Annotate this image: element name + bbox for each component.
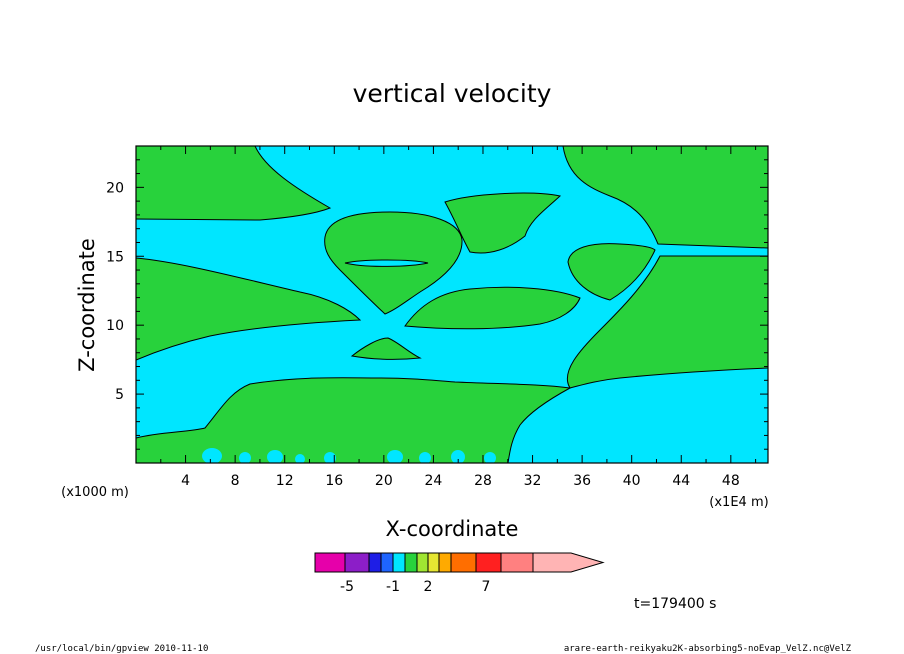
contour-lines <box>136 146 768 463</box>
colorbar-segment <box>438 552 452 573</box>
y-axis: 5 10 15 20 <box>106 159 768 450</box>
green-region-middle-right <box>567 256 768 388</box>
x-scale-note: (x1E4 m) <box>709 495 768 510</box>
time-label: t=179400 s <box>634 596 716 612</box>
colorbar-segment <box>427 552 440 573</box>
chart-title: vertical velocity <box>353 79 552 108</box>
colorbar-segment <box>416 552 429 573</box>
colorbar-segment <box>314 552 346 573</box>
x-tick-label: 20 <box>375 473 393 489</box>
x-tick-label: 12 <box>276 473 294 489</box>
contour-field <box>136 146 768 463</box>
colorbar-arrow <box>532 552 605 573</box>
x-axis-label: X-coordinate <box>386 517 519 541</box>
x-tick-label: 4 <box>181 473 190 489</box>
x-tick-label: 44 <box>672 473 690 489</box>
plot-frame <box>135 145 769 464</box>
green-region-center-drop <box>352 338 420 360</box>
colorbar-segment <box>380 552 394 573</box>
colorbar-label: 2 <box>424 579 433 595</box>
x-tick-label: 48 <box>722 473 740 489</box>
colorbar-segment <box>450 552 477 573</box>
x-tick-label: 32 <box>524 473 542 489</box>
green-region-upper-left <box>136 146 330 220</box>
colorbar-segment <box>368 552 382 573</box>
x-tick-label: 36 <box>573 473 591 489</box>
x-tick-label: 16 <box>325 473 343 489</box>
x-axis: 4 8 12 16 20 24 28 32 36 40 44 48 <box>160 146 757 489</box>
x-tick-label: 8 <box>231 473 240 489</box>
y-tick-label: 5 <box>115 387 124 403</box>
footer-right: arare-earth-reikyaku2K-absorbing5-noEvap… <box>564 644 852 654</box>
y-tick-label: 20 <box>106 180 124 196</box>
x-tick-label: 28 <box>474 473 492 489</box>
green-region-middle-left <box>136 258 360 360</box>
colorbar-segment <box>344 552 370 573</box>
y-axis-label: Z-coordinate <box>75 238 99 372</box>
green-region-lens <box>405 287 580 329</box>
colorbar-label: -1 <box>386 579 400 595</box>
colorbar-segment <box>500 552 534 573</box>
colorbar-segment <box>392 552 406 573</box>
x-tick-label: 40 <box>623 473 641 489</box>
colorbar-label: 7 <box>482 579 491 595</box>
y-tick-label: 15 <box>106 249 124 265</box>
y-tick-label: 10 <box>106 318 124 334</box>
green-region-upper-middle <box>445 193 560 254</box>
green-region-small-lobe <box>568 243 655 300</box>
cyan-slit <box>345 260 428 267</box>
colorbar-label: -5 <box>340 579 354 595</box>
green-region-upper-right <box>563 146 768 248</box>
colorbar-segment <box>475 552 502 573</box>
colorbar-labels: -5 -1 2 7 <box>340 579 490 595</box>
colorbar-segment <box>404 552 418 573</box>
y-scale-note: (x1000 m) <box>61 485 129 500</box>
x-tick-label: 24 <box>424 473 442 489</box>
green-region-lower <box>136 377 570 463</box>
bottom-noise <box>202 448 496 463</box>
colorbar <box>314 552 605 573</box>
footer-left: /usr/local/bin/gpview 2010-11-10 <box>35 644 208 654</box>
